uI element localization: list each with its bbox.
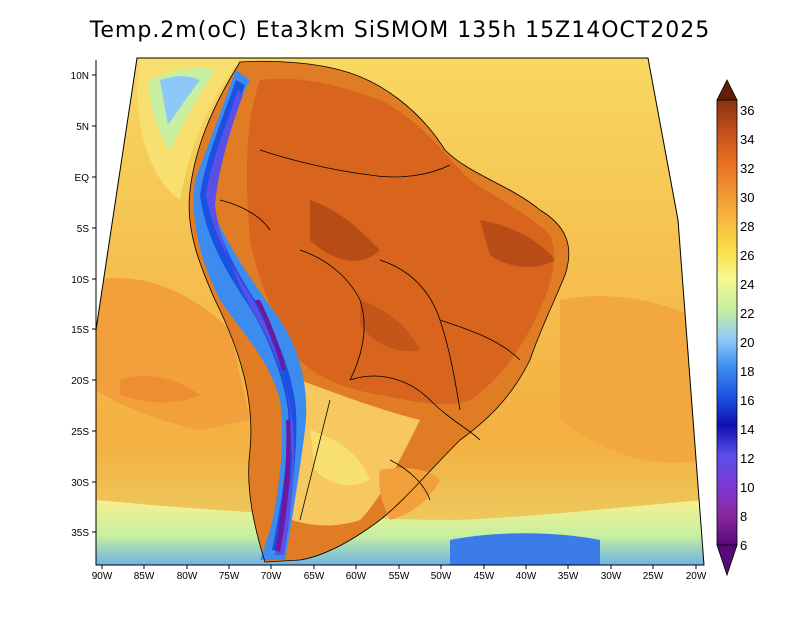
colorbar-label: 36 bbox=[740, 103, 754, 118]
longitude-axis: 90W 85W 80W 75W 70W 65W 60W 55W 50W 45W … bbox=[92, 565, 707, 582]
colorbar-label: 18 bbox=[740, 364, 754, 379]
lon-label: 60W bbox=[346, 571, 367, 582]
colorbar-label: 10 bbox=[740, 480, 754, 495]
lon-label: 45W bbox=[474, 571, 495, 582]
latitude-axis: 10N 5N EQ 5S 10S 15S 20S 25S 30S 35S bbox=[71, 71, 96, 539]
colorbar-label: 26 bbox=[740, 248, 754, 263]
lon-label: 55W bbox=[389, 571, 410, 582]
lon-label: 75W bbox=[219, 571, 240, 582]
lon-label: 30W bbox=[601, 571, 622, 582]
colorbar-label: 14 bbox=[740, 422, 754, 437]
country-borders bbox=[188, 60, 570, 563]
colorbar-label: 34 bbox=[740, 132, 754, 147]
lat-label: 25S bbox=[71, 427, 89, 438]
lat-label: 20S bbox=[71, 376, 89, 387]
lon-label: 65W bbox=[304, 571, 325, 582]
lon-label: 90W bbox=[92, 571, 113, 582]
colorbar-label: 6 bbox=[740, 538, 747, 553]
lat-label: 10N bbox=[71, 71, 89, 82]
colorbar-label: 12 bbox=[740, 451, 754, 466]
lat-label: 35S bbox=[71, 528, 89, 539]
lon-label: 85W bbox=[134, 571, 155, 582]
colorbar-scale bbox=[716, 99, 738, 546]
lat-label: 15S bbox=[71, 325, 89, 336]
colorbar-label: 24 bbox=[740, 277, 754, 292]
temperature-field bbox=[96, 58, 704, 565]
atlantic-warm-band bbox=[560, 296, 700, 463]
colorbar-label: 22 bbox=[740, 306, 754, 321]
colorbar-bottom-arrow bbox=[716, 544, 738, 577]
colorbar: 6 8 10 12 14 16 18 20 22 24 26 28 30 32 … bbox=[716, 79, 754, 577]
lon-label: 35W bbox=[558, 571, 579, 582]
lat-label: 10S bbox=[71, 275, 89, 286]
lon-label: 70W bbox=[261, 571, 282, 582]
colorbar-label: 32 bbox=[740, 161, 754, 176]
colorbar-label: 30 bbox=[740, 190, 754, 205]
lat-label: 5N bbox=[76, 122, 89, 133]
lon-label: 20W bbox=[686, 571, 707, 582]
map-title: Temp.2m(oC) Eta3km SiSMOM 135h 15Z14OCT2… bbox=[89, 18, 711, 43]
lat-label: 30S bbox=[71, 478, 89, 489]
lon-label: 40W bbox=[516, 571, 537, 582]
lon-label: 25W bbox=[643, 571, 664, 582]
lon-label: 50W bbox=[431, 571, 452, 582]
colorbar-top-arrow bbox=[716, 79, 738, 101]
lat-label: EQ bbox=[75, 173, 90, 184]
colorbar-label: 20 bbox=[740, 335, 754, 350]
colorbar-label: 8 bbox=[740, 509, 747, 524]
hot-interior bbox=[247, 78, 555, 405]
lat-label: 5S bbox=[77, 224, 90, 235]
colorbar-label: 16 bbox=[740, 393, 754, 408]
andes-cold-band bbox=[193, 70, 307, 560]
lon-label: 80W bbox=[177, 571, 198, 582]
colorbar-label: 28 bbox=[740, 219, 754, 234]
